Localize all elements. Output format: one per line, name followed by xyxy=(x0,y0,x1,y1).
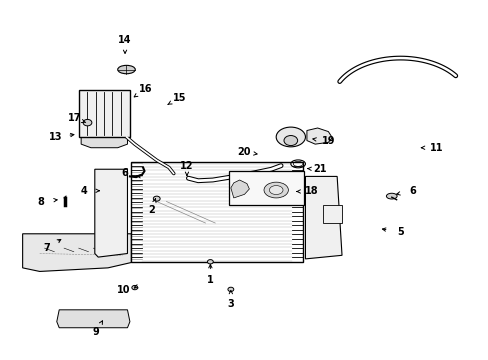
Text: 5: 5 xyxy=(396,227,403,237)
Ellipse shape xyxy=(269,185,283,194)
Ellipse shape xyxy=(153,196,160,201)
Text: 21: 21 xyxy=(313,164,326,174)
Polygon shape xyxy=(81,137,127,148)
Ellipse shape xyxy=(276,127,305,147)
Text: 6: 6 xyxy=(408,186,415,196)
Bar xyxy=(79,90,130,137)
Polygon shape xyxy=(57,310,130,328)
Ellipse shape xyxy=(264,182,288,198)
Text: 10: 10 xyxy=(117,285,130,296)
Text: 13: 13 xyxy=(48,132,62,142)
Polygon shape xyxy=(305,176,341,259)
Polygon shape xyxy=(306,128,331,144)
Text: 19: 19 xyxy=(321,136,334,146)
Text: 18: 18 xyxy=(305,186,318,197)
Text: 20: 20 xyxy=(237,147,251,157)
Text: 9: 9 xyxy=(92,327,99,337)
Polygon shape xyxy=(322,205,341,223)
Text: 7: 7 xyxy=(43,243,50,253)
Polygon shape xyxy=(22,234,131,271)
Text: 8: 8 xyxy=(37,197,44,207)
Ellipse shape xyxy=(83,120,92,126)
Ellipse shape xyxy=(284,135,297,145)
Ellipse shape xyxy=(132,285,138,290)
Text: 3: 3 xyxy=(227,299,234,309)
Polygon shape xyxy=(230,180,249,198)
Text: 15: 15 xyxy=(173,93,186,103)
Ellipse shape xyxy=(118,66,135,74)
Ellipse shape xyxy=(207,260,213,264)
Polygon shape xyxy=(95,169,127,257)
Text: 17: 17 xyxy=(68,113,81,123)
Text: 11: 11 xyxy=(429,143,443,153)
Text: 6: 6 xyxy=(122,168,128,178)
Text: 2: 2 xyxy=(148,206,155,216)
Bar xyxy=(228,171,304,205)
Bar xyxy=(131,162,303,262)
Ellipse shape xyxy=(227,287,233,292)
Text: 12: 12 xyxy=(180,161,193,171)
Ellipse shape xyxy=(386,193,396,199)
Text: 1: 1 xyxy=(206,275,213,285)
Text: 16: 16 xyxy=(139,84,152,94)
Text: 14: 14 xyxy=(118,35,131,45)
Text: 4: 4 xyxy=(80,186,87,196)
